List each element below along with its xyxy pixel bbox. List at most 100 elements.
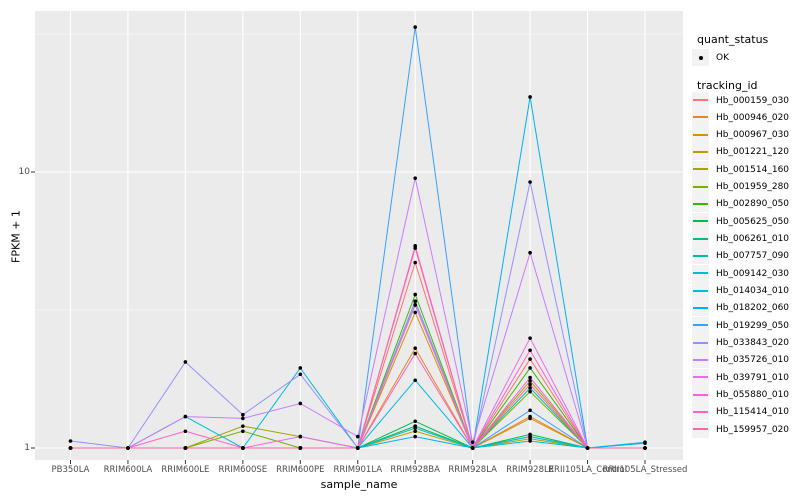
x-tick-label: RRII105LA_Control (548, 465, 627, 475)
legend-item-label: Hb_007757_090 (716, 251, 790, 262)
data-point (355, 446, 360, 450)
x-tick-label: RRIM600LE (161, 465, 210, 475)
data-point (528, 389, 532, 394)
data-point (413, 419, 418, 424)
x-tick-label: RRIM901LA (333, 465, 383, 475)
data-point (241, 416, 245, 421)
y-tick-label: 10 (18, 166, 30, 177)
legend-key-box (692, 195, 709, 213)
line-swatch-icon (693, 220, 708, 223)
line-swatch-icon (693, 289, 708, 292)
data-point (298, 366, 303, 370)
line-swatch-icon (693, 410, 708, 413)
data-point (470, 440, 475, 444)
data-point (241, 412, 245, 417)
legend-item-label: Hb_006261_010 (716, 234, 790, 245)
x-tick-label: RRIM928BA (390, 465, 440, 475)
data-point (413, 246, 418, 250)
legend-item-label: Hb_039791_010 (716, 372, 790, 383)
data-point (68, 439, 73, 443)
legend-key-box (692, 368, 709, 386)
y-axis-title: FPKM + 1 (9, 210, 23, 263)
x-tick-label: RRIM600SE (218, 465, 268, 475)
data-point (528, 386, 532, 390)
legend-key-box (692, 108, 709, 126)
data-point (298, 401, 303, 406)
legend-item-label: Hb_115414_010 (716, 407, 790, 418)
legend-key-box (692, 230, 709, 248)
legend-title-quant-status: quant_status (697, 33, 769, 46)
line-swatch-icon (693, 358, 708, 361)
data-point (183, 414, 188, 419)
data-point (528, 434, 532, 439)
data-point (241, 429, 245, 434)
data-point (413, 260, 418, 265)
legend: quant_status OK tracking_id Hb_000159_03… (688, 0, 800, 500)
x-tick-label: RRIM928LE (506, 465, 555, 475)
legend-key-box (692, 143, 709, 161)
legend-item-label: Hb_001221_120 (716, 147, 790, 158)
legend-item-label: Hb_019299_050 (716, 320, 790, 331)
data-point (528, 336, 532, 340)
data-point (528, 379, 532, 383)
data-point (413, 25, 418, 29)
x-tick-label: RRII105LA_Stressed (602, 465, 688, 475)
x-axis-title: sample_name (320, 478, 398, 491)
data-point (413, 434, 418, 439)
line-swatch-icon (693, 324, 708, 327)
panel-background (35, 11, 683, 460)
legend-key-box (692, 386, 709, 404)
legend-item-label: Hb_014034_010 (716, 286, 790, 297)
point-marker-icon (698, 55, 703, 60)
legend-item-label: Hb_035726_010 (716, 355, 790, 366)
data-point (528, 382, 532, 387)
legend-item-label: Hb_005625_050 (716, 216, 790, 227)
line-swatch-icon (693, 272, 708, 275)
data-point (68, 446, 73, 450)
legend-key-box (692, 49, 709, 66)
legend-item-label: Hb_001959_280 (716, 182, 790, 193)
data-point (528, 416, 532, 421)
line-swatch-icon (693, 99, 708, 101)
line-swatch-icon (693, 428, 708, 431)
legend-item-label: Hb_000967_030 (716, 130, 790, 141)
legend-key-box (692, 264, 709, 282)
legend-title-tracking-id: tracking_id (697, 79, 758, 92)
legend-key-box (692, 299, 709, 317)
legend-item-label: Hb_009142_030 (716, 268, 790, 279)
data-point (298, 446, 303, 450)
y-tick-label: 1 (24, 442, 30, 453)
legend-key-box (692, 91, 709, 109)
x-tick-label: RRIM928LA (448, 465, 497, 475)
line-swatch-icon (693, 116, 708, 119)
legend-key-box (692, 420, 709, 438)
data-point (241, 424, 245, 428)
legend-item-label: OK (716, 53, 729, 63)
line-swatch-icon (693, 150, 708, 153)
legend-key-box (692, 178, 709, 196)
data-point (643, 441, 647, 446)
data-point (528, 348, 532, 353)
data-point (528, 375, 532, 380)
legend-item-label: Hb_159957_020 (716, 424, 790, 435)
data-point (413, 176, 418, 180)
data-point (413, 299, 418, 304)
data-point (183, 446, 188, 450)
line-swatch-icon (693, 185, 708, 188)
data-point (126, 446, 130, 450)
x-tick-label: RRIM600PE (276, 465, 325, 475)
line-swatch-icon (693, 202, 708, 205)
line-swatch-icon (693, 393, 708, 396)
line-swatch-icon (693, 376, 708, 379)
legend-key-box (692, 403, 709, 421)
line-swatch-icon (693, 341, 708, 344)
legend-key-box (692, 316, 709, 334)
data-point (528, 95, 532, 99)
data-point (528, 408, 532, 413)
data-point (413, 303, 418, 307)
legend-item-label: Hb_002890_050 (716, 199, 790, 210)
x-tick-label: RRIM600LA (103, 465, 153, 475)
legend-item-label: Hb_033843_020 (716, 338, 790, 349)
